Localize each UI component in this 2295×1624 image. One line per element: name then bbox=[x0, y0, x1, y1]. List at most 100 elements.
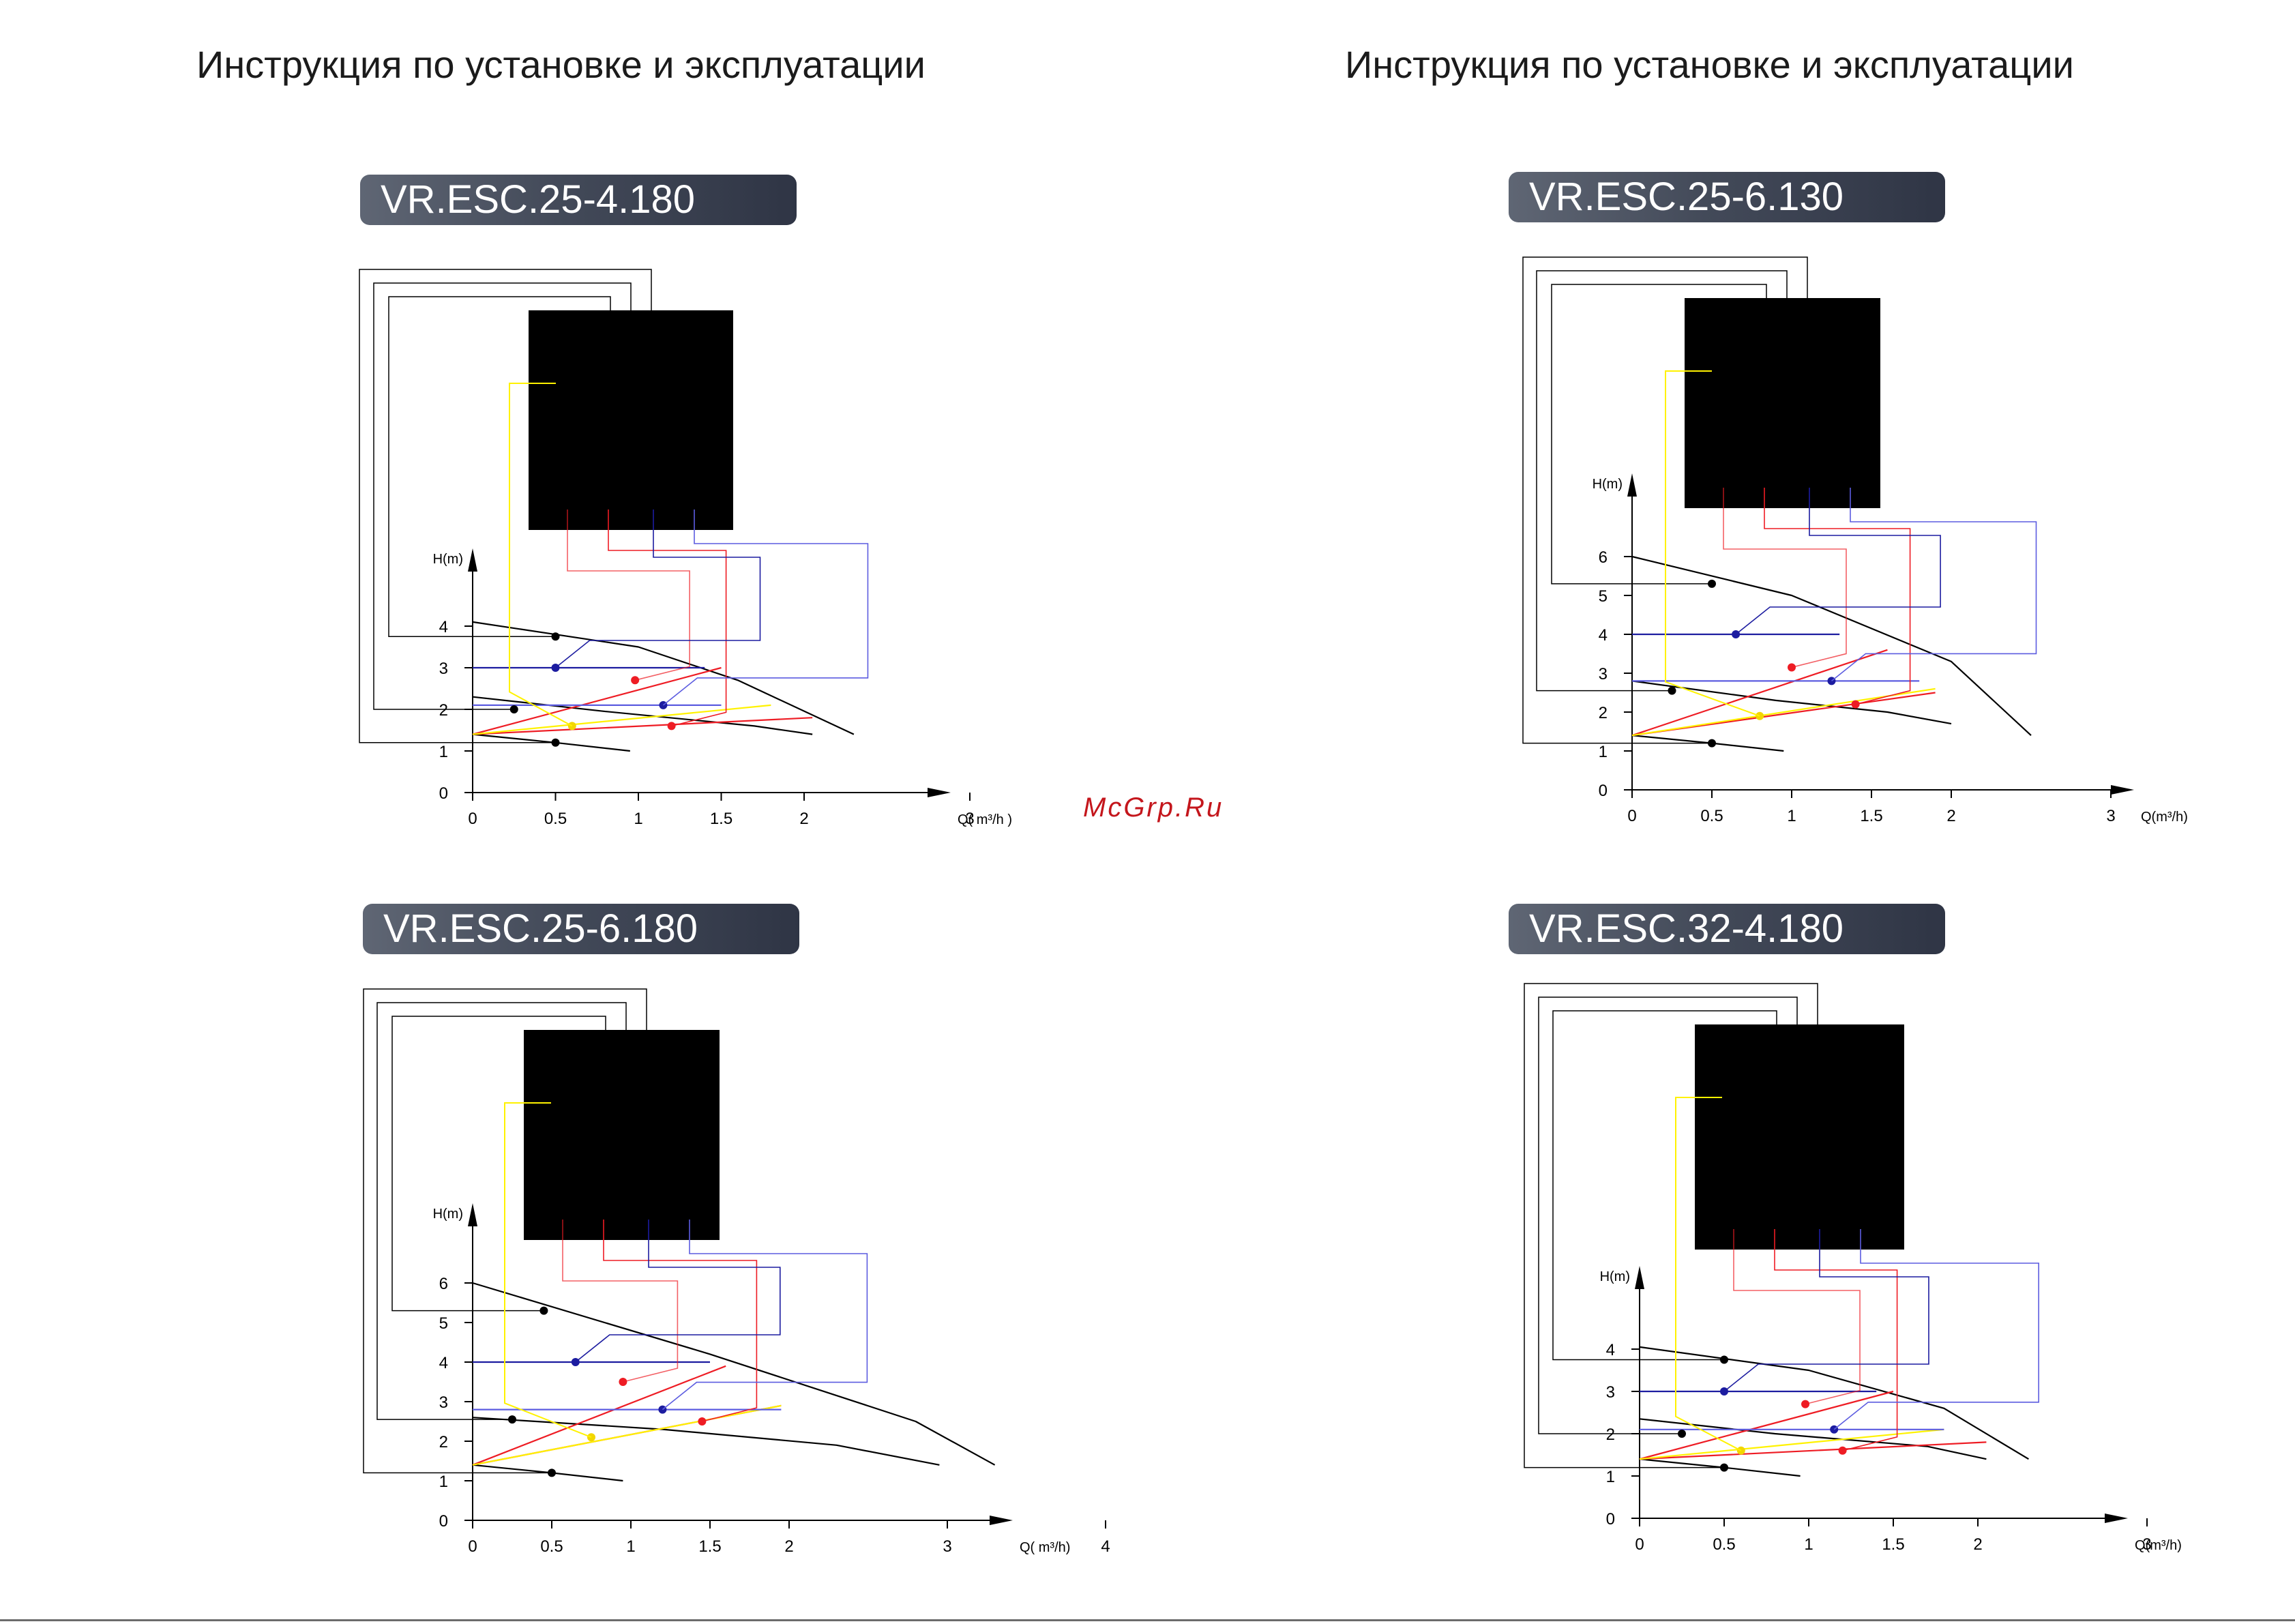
model-badge-4: VR.ESC.32-4.180 bbox=[1509, 904, 1945, 954]
series-line-4 bbox=[1631, 649, 1888, 737]
x-tick-label: 3 bbox=[2142, 1535, 2151, 1554]
connector-black-3 bbox=[1524, 983, 1818, 1468]
connector-red-2 bbox=[608, 510, 727, 727]
model-badge-2: VR.ESC.25-6.130 bbox=[1509, 172, 1945, 222]
y-tick-label: 4 bbox=[439, 1354, 448, 1372]
speed-selector-image bbox=[529, 310, 733, 530]
connector-yellow bbox=[504, 1102, 592, 1438]
y-tick-label: 3 bbox=[439, 660, 448, 678]
y-axis-arrow bbox=[468, 1203, 477, 1226]
series-line-4 bbox=[1639, 1390, 1894, 1460]
x-tick-label: 1 bbox=[1804, 1535, 1813, 1554]
connector-red-1 bbox=[1733, 1229, 1861, 1405]
connector-black-3 bbox=[359, 269, 652, 743]
x-tick-label: 3 bbox=[943, 1537, 951, 1556]
y-tick-label: 2 bbox=[439, 1433, 448, 1451]
connector-blue-2 bbox=[1831, 488, 2037, 682]
x-tick-label: 0.5 bbox=[1700, 807, 1723, 825]
connector-blue-2 bbox=[662, 510, 869, 706]
series-line-4 bbox=[472, 666, 722, 735]
y-tick-label: 3 bbox=[439, 1393, 448, 1412]
x-axis-label: Q(m³/h) bbox=[2141, 810, 2188, 825]
y-tick-label: 4 bbox=[1599, 626, 1608, 645]
connector-red-2 bbox=[1764, 488, 1911, 705]
y-tick-label: 4 bbox=[439, 618, 448, 636]
x-tick-label: 0.5 bbox=[1713, 1535, 1735, 1554]
series-line-6 bbox=[1639, 1428, 1944, 1460]
connector-black-1 bbox=[388, 296, 611, 637]
watermark-text: McGrp.Ru bbox=[1083, 793, 1224, 823]
connector-blue-1 bbox=[555, 510, 761, 668]
connector-black-2 bbox=[376, 1002, 627, 1420]
connector-yellow bbox=[509, 383, 573, 727]
model-badge-1: VR.ESC.25-4.180 bbox=[360, 175, 797, 225]
connector-red-2 bbox=[603, 1220, 758, 1422]
series-line-2 bbox=[472, 696, 813, 735]
x-tick-label: 4 bbox=[1101, 1537, 1110, 1556]
x-tick-label: 0 bbox=[1627, 807, 1636, 825]
x-tick-label: 2 bbox=[784, 1537, 793, 1556]
series-line-4 bbox=[472, 1365, 726, 1466]
connector-black-1 bbox=[1552, 1010, 1777, 1361]
connector-blue-2 bbox=[1833, 1229, 2039, 1430]
y-axis-label: H(m) bbox=[433, 552, 463, 567]
chart-3: 0 0.5 1 1.5 2 3 4 0 1 2 3 4 5 6 H(m) Q( m³/h) bbox=[363, 988, 1110, 1556]
x-tick-label: 0 bbox=[468, 810, 477, 828]
x-axis-label: Q( m³/h ) bbox=[958, 812, 1012, 827]
y-tick-label: 1 bbox=[1606, 1468, 1615, 1486]
y-axis-label: H(m) bbox=[433, 1207, 463, 1222]
series-line-1 bbox=[1631, 555, 2032, 737]
series-line-2 bbox=[1639, 1418, 1987, 1460]
y-tick-label: 1 bbox=[439, 743, 448, 761]
y-tick-label: 3 bbox=[1599, 665, 1608, 683]
x-tick-label: 1 bbox=[1787, 807, 1796, 825]
y-tick-label: 4 bbox=[1606, 1341, 1615, 1359]
y-axis-label: H(m) bbox=[1593, 477, 1623, 492]
chart-4: 0 0.5 1 1.5 2 3 0 1 2 3 4 H(m) Q(m³/h) bbox=[1524, 983, 2182, 1554]
y-tick-label: 0 bbox=[1606, 1510, 1615, 1529]
y-tick-label: 0 bbox=[439, 784, 448, 803]
y-axis-arrow bbox=[1635, 1266, 1644, 1289]
y-tick-label: 6 bbox=[439, 1275, 448, 1293]
y-tick-label: 2 bbox=[1606, 1426, 1615, 1444]
x-tick-label: 1.5 bbox=[698, 1537, 721, 1556]
x-tick-label: 2 bbox=[1946, 807, 1955, 825]
connector-blue-1 bbox=[1735, 488, 1941, 635]
connector-black-2 bbox=[1538, 996, 1798, 1434]
y-tick-label: 0 bbox=[439, 1512, 448, 1531]
x-axis-arrow bbox=[2111, 785, 2134, 795]
page-title-right: Инструкция по установке и эксплуатации bbox=[1345, 43, 2074, 86]
y-axis-arrow bbox=[1627, 473, 1637, 497]
series-line-5 bbox=[1639, 1441, 1987, 1460]
y-tick-label: 1 bbox=[439, 1473, 448, 1491]
x-tick-label: 1 bbox=[626, 1537, 635, 1556]
series-line-5 bbox=[472, 717, 813, 735]
x-tick-label: 1.5 bbox=[710, 810, 732, 828]
connector-red-1 bbox=[567, 510, 690, 681]
x-axis-arrow bbox=[2105, 1514, 2128, 1523]
model-badge-3: VR.ESC.25-6.180 bbox=[363, 904, 799, 954]
x-tick-label: 0 bbox=[1635, 1535, 1644, 1554]
x-tick-label: 2 bbox=[799, 810, 808, 828]
x-axis-label: Q(m³/h) bbox=[2135, 1538, 2182, 1553]
x-tick-label: 2 bbox=[1973, 1535, 1982, 1554]
series-line-6 bbox=[472, 1404, 782, 1466]
connector-black-1 bbox=[1551, 284, 1767, 585]
series-line-2 bbox=[1631, 680, 1952, 725]
connector-black-3 bbox=[1522, 256, 1808, 744]
connector-red-1 bbox=[1723, 488, 1847, 668]
y-tick-label: 2 bbox=[439, 701, 448, 720]
series-line-1 bbox=[472, 1282, 996, 1466]
y-tick-label: 6 bbox=[1599, 548, 1608, 567]
y-tick-label: 5 bbox=[439, 1314, 448, 1333]
x-tick-label: 3 bbox=[2106, 807, 2115, 825]
y-tick-label: 2 bbox=[1599, 704, 1608, 722]
connector-black-3 bbox=[363, 988, 647, 1474]
x-tick-label: 0.5 bbox=[540, 1537, 563, 1556]
x-tick-label: 0 bbox=[468, 1537, 477, 1556]
x-tick-label: 0.5 bbox=[544, 810, 567, 828]
y-axis-label: H(m) bbox=[1600, 1269, 1630, 1284]
series-line-2 bbox=[472, 1417, 940, 1466]
x-tick-label: 1 bbox=[634, 810, 642, 828]
